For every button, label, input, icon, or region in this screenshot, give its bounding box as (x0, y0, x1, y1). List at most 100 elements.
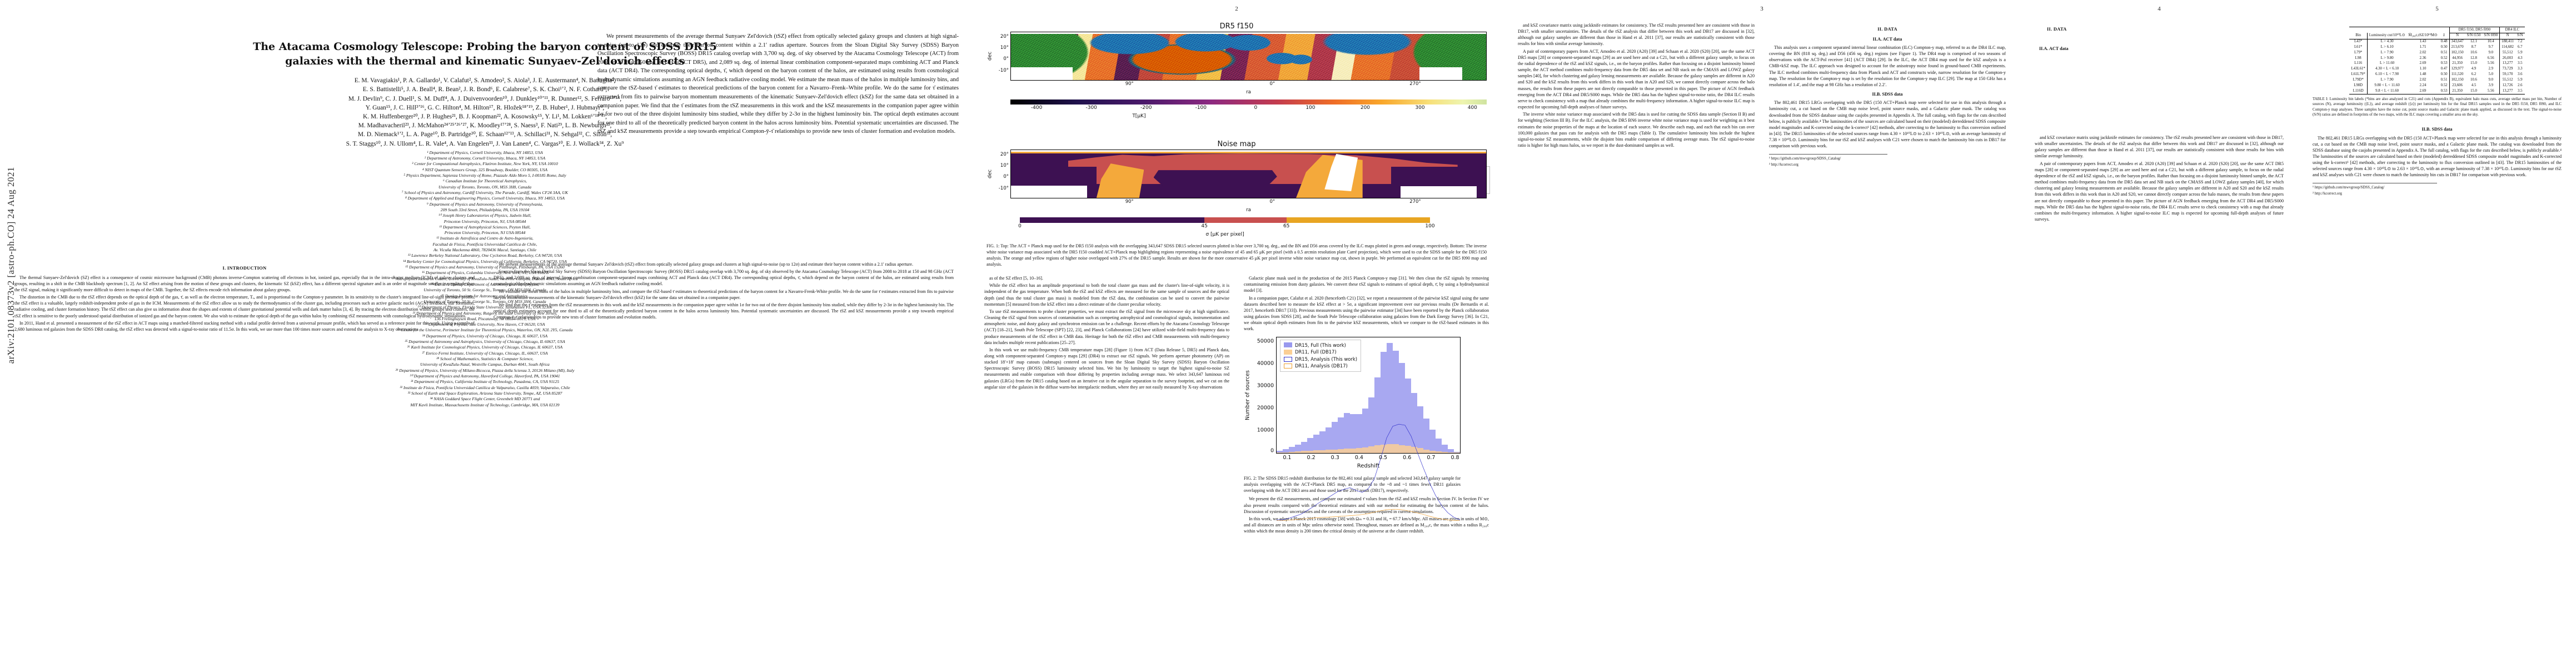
noise-cbar-tick: 45 (1201, 223, 1208, 229)
y-tick: 50000 (1257, 338, 1274, 345)
table-cell: 2.36 (2419, 56, 2426, 60)
table-cell: 6.7 (2517, 44, 2523, 49)
paragraph: We present measurements of the average t… (499, 262, 914, 267)
table-cell: 3.5 (2515, 88, 2525, 94)
histogram-bar (1356, 414, 1362, 453)
paragraph: and kSZ covariance matrix using jackknif… (1518, 23, 1755, 47)
affiliation: ²¹ Department of Physics and Astronomy, … (412, 310, 557, 316)
histogram-bar (1393, 350, 1399, 453)
table-cell: 2.02 (2419, 50, 2426, 54)
affiliation: Facultad de Física, Pontificia Universid… (432, 241, 537, 247)
author-line: K. M. Huffenberger²⁰, J. P. Hughes²¹, B.… (363, 113, 607, 121)
author-line: M. J. Devlin⁹, C. J. Duell¹, S. M. Duff⁴… (348, 95, 622, 102)
table-row: L98D 9.80 < L < 11.60 2.24 0.52 23,606 4.5 3.9… (2349, 83, 2524, 89)
paragraph: In 2011, Hand et al. presented a measure… (14, 320, 475, 332)
inverse-noise-variance-map (1010, 150, 1487, 198)
table-cell: 0.53 (2439, 88, 2450, 94)
histogram-bar (1436, 438, 1442, 453)
histogram-bar (1362, 447, 1368, 453)
affiliation: ²² Department of Physics, Yale Universit… (425, 322, 545, 327)
affiliation: ³² Institute de Fisica, Pontificia Unive… (400, 385, 570, 390)
affiliation: ¹³ Lawrence Berkeley National Laboratory… (407, 253, 562, 258)
table-cell: 0.48 (2440, 39, 2448, 44)
histogram-bar (1362, 408, 1368, 453)
histogram-bar (1301, 451, 1307, 453)
table-group-header-row: DR5 f150, DR5 f090 DR4 ILC (2349, 27, 2525, 33)
histogram-plot-area: DR15, Full (This work) DR11, Full (DB17)… (1276, 336, 1461, 454)
legend-swatch-icon (1284, 364, 1292, 369)
histogram-bar (1295, 451, 1301, 453)
table-cell: 2.69 (2406, 88, 2439, 94)
table-cell: L79D* (2353, 77, 2364, 82)
table-row: L79* L > 7.90 2.02 0.51 102,150 10.6 9.0 55,512… (2349, 50, 2524, 56)
noise-mask-left (1011, 185, 1087, 198)
table-cell: L79* (2354, 50, 2363, 54)
affiliation: Princeton University, Princeton, NJ, USA… (444, 218, 526, 224)
temperature-colorbar-label: T[μK] (1132, 113, 1146, 119)
subsection-heading-act-data-p4: II.A. ACT data (2039, 46, 2069, 51)
table-cell: L43L61* (2351, 67, 2365, 71)
dec-tick: -10° (998, 67, 1009, 73)
histogram-bar (1423, 418, 1429, 453)
legend-item-dr11-full: DR11, Full (DB17) (1284, 349, 1357, 356)
table-cell: L > 9.80 (2366, 56, 2407, 61)
table-header-row: Bin Luminosity cut/10¹⁰L⊙ M̄₂₀₀c,tSZ/10¹³M… (2349, 33, 2525, 39)
histogram-bar (1332, 421, 1338, 453)
redshift-histogram: Number of sources 50000 40000 30000 2000… (1244, 336, 1461, 454)
affiliation: ⁹ Department of Physics and Astronomy, U… (427, 201, 543, 207)
table-cell: 15.0 (2465, 88, 2483, 94)
histogram-bar (1326, 427, 1332, 453)
footnote-2: ² http://kcorrect.org (2313, 191, 2342, 196)
affiliation: ³⁴ NASA Goddard Space Flight Center, Gre… (430, 396, 540, 402)
table-cell: 9.0 (2488, 50, 2493, 54)
paragraph: To use tSZ measurements to probe cluster… (984, 308, 1229, 345)
x-tick: 0.4 (1354, 454, 1363, 461)
histogram-bar (1295, 445, 1301, 453)
affiliation: ²⁷ Enrico Fermi Institute, University of… (422, 350, 548, 356)
table-cell: 3.5 (2517, 61, 2523, 66)
dec-tick-labels-bottom: 20° 10° 0° -10° (994, 150, 1010, 198)
y-tick: 10000 (1257, 426, 1274, 433)
table-header-cell: Bin (2349, 33, 2368, 39)
paragraph: Sources from the Sloan Digital Sky Surve… (494, 269, 954, 287)
bars-dr15-full (1277, 337, 1460, 453)
paragraph: The 802,461 DR15 LRGs overlapping with t… (1769, 100, 2006, 149)
sky-mask-top (1011, 32, 1486, 34)
histogram-y-axis-label: Number of sources (1244, 370, 1251, 420)
table-cell: 5.9 (2517, 50, 2523, 54)
table-header-cell: S/N (2515, 33, 2525, 39)
ra-tick: 0° (1269, 81, 1275, 87)
histogram-bar (1387, 342, 1393, 453)
table-cell: 0.52 (2440, 83, 2448, 87)
table-cell: 9.8 < L < 11.60 (2366, 88, 2407, 94)
page4-content: II. DATA II.A. ACT data and kSZ covarian… (2035, 27, 2284, 223)
table-cell: 114,682 (2499, 44, 2515, 51)
table-row: L43* L > 4.30 1.43 0.48 343,647 12.1 10.4 188,4… (2349, 39, 2524, 45)
affiliation: ²³ Centre for the Universe, Perimeter In… (397, 327, 573, 333)
table-cell: L116D (2349, 88, 2368, 94)
table-cell: 111,520 (2449, 72, 2465, 78)
histogram-bar (1381, 351, 1387, 453)
footnote-1: ¹ https://github.com/mwvgroup/SDSS_Catal… (1769, 156, 1841, 161)
figure-1-top-title: DR5 f150 (1219, 22, 1254, 31)
table-cell: 5.56 (2482, 88, 2500, 94)
legend-label: DR11, Full (DB17) (1295, 349, 1337, 355)
dec-axis-label-bottom: dec (987, 169, 993, 179)
affiliation: MIT Kavli Institute, Massachusetts Insti… (410, 402, 560, 407)
cbar-tick: 100 (1306, 105, 1316, 111)
section-heading-data-p4: II. DATA (2047, 27, 2067, 32)
histogram-x-axis-label: Redshift (1357, 462, 1380, 469)
table-cell: 3.9 (2488, 83, 2493, 87)
histogram-bar (1368, 446, 1374, 453)
table-cell: 0.53 (2440, 61, 2448, 66)
noise-colorbar-label: σ [μK per pixel] (1205, 232, 1244, 237)
table-row: L116D 9.8 < L < 11.60 2.69 0.53 21,350 15.0 5.… (2349, 88, 2525, 94)
table-cell: L98 (2355, 56, 2361, 60)
page-4: 4 II. DATA II.A. ACT data and kSZ covari… (2020, 0, 2298, 667)
histogram-bar (1338, 417, 1344, 453)
x-tick: 0.6 (1403, 454, 1412, 461)
page3-body-columns: and kSZ covariance matrix using jackknif… (1518, 22, 2006, 656)
section-heading-data: II. DATA (1877, 27, 1897, 32)
page-number: 3 (1760, 6, 1763, 12)
